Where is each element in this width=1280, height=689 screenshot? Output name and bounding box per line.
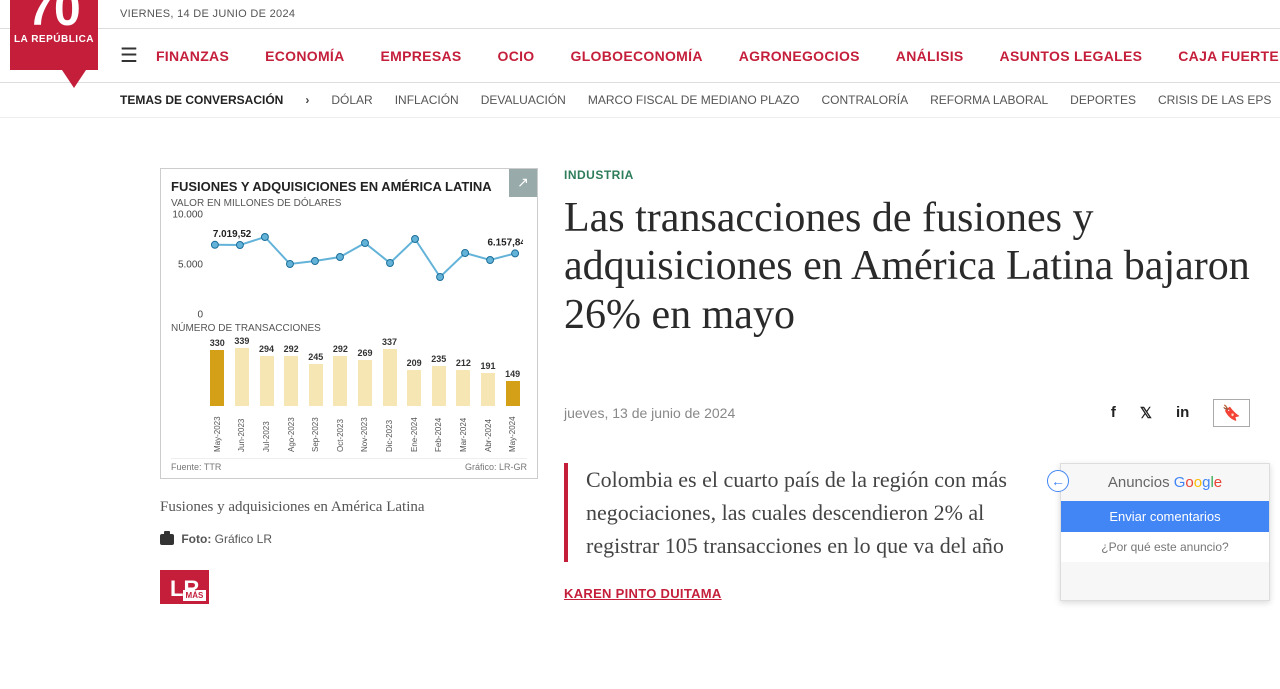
bar-column: 149May-2024 — [502, 369, 523, 452]
topics-bar: TEMAS DE CONVERSACIÓN › DÓLAR INFLACIÓN DE… — [0, 83, 1280, 118]
article-byline[interactable]: KAREN PINTO DUITAMA — [564, 586, 1060, 601]
nav-item[interactable]: OCIO — [498, 48, 535, 64]
photo-credit: Foto: Gráfico LR — [160, 532, 540, 546]
topics-label: TEMAS DE CONVERSACIÓN — [120, 93, 283, 107]
article-kicker[interactable]: INDUSTRIA — [564, 168, 1270, 182]
chart-title: FUSIONES Y ADQUISICIONES EN AMÉRICA LATI… — [171, 179, 527, 194]
topic-link[interactable]: REFORMA LABORAL — [930, 93, 1048, 107]
bar-column: 209Ene-2024 — [404, 358, 425, 452]
expand-icon[interactable]: ↗ — [509, 169, 537, 197]
chevron-right-icon[interactable]: › — [305, 93, 309, 107]
ad-why-link[interactable]: ¿Por qué este anuncio? — [1061, 532, 1269, 562]
bar-column: 294Jul-2023 — [256, 344, 277, 452]
bar-column: 292Oct-2023 — [330, 344, 351, 452]
topic-link[interactable]: MARCO FISCAL DE MEDIANO PLAZO — [588, 93, 800, 107]
article-headline: Las transacciones de fusiones y adquisic… — [564, 194, 1270, 339]
svg-text:7.019,52: 7.019,52 — [213, 229, 252, 240]
topic-link[interactable]: DEPORTES — [1070, 93, 1136, 107]
image-caption: Fusiones y adquisiciones en América Lati… — [160, 497, 540, 518]
line-chart: 10.0005.0000 7.019,526.157,84 — [207, 215, 523, 315]
logo-number: 70 — [10, 0, 98, 34]
bar-column: 339Jun-2023 — [232, 336, 253, 452]
chart-source: Fuente: TTR — [171, 462, 221, 472]
linkedin-icon[interactable]: in — [1176, 404, 1189, 421]
bar-column: 212Mar-2024 — [453, 358, 474, 452]
bar-column: 337Dic-2023 — [379, 337, 400, 452]
bar-column: 245Sep-2023 — [305, 352, 326, 452]
topic-link[interactable]: DEVALUACIÓN — [481, 93, 566, 107]
topic-link[interactable]: DÓLAR — [331, 93, 372, 107]
social-share: f 𝕏 in 🔖 — [1111, 399, 1270, 427]
topic-link[interactable]: INFLACIÓN — [395, 93, 459, 107]
nav-item[interactable]: CAJA FUERTE — [1178, 48, 1279, 64]
site-logo[interactable]: 70 LA REPÚBLICA — [10, 0, 98, 70]
camera-icon — [160, 534, 174, 545]
article-lede: Colombia es el cuarto país de la región … — [564, 463, 1060, 562]
nav-item[interactable]: AGRONEGOCIOS — [739, 48, 860, 64]
nav-item[interactable]: GLOBOECONOMÍA — [571, 48, 703, 64]
hamburger-icon[interactable]: ☰ — [120, 43, 138, 68]
top-date: VIERNES, 14 DE JUNIO DE 2024 — [0, 0, 1280, 28]
bar-column: 269Nov-2023 — [355, 348, 376, 452]
x-icon[interactable]: 𝕏 — [1140, 404, 1152, 422]
ad-title: Anuncios Google — [1061, 464, 1269, 501]
ad-close-icon[interactable]: ← — [1047, 470, 1069, 492]
chart-credit: Gráfico: LR-GR — [465, 462, 527, 472]
bar-chart: 330May-2023339Jun-2023294Jul-2023292Ago-… — [207, 342, 523, 452]
ad-send-button[interactable]: Enviar comentarios — [1061, 501, 1269, 532]
svg-text:6.157,84: 6.157,84 — [487, 237, 523, 248]
bar-column: 191Abr-2024 — [478, 361, 499, 452]
topic-link[interactable]: CRISIS DE LAS EPS — [1158, 93, 1271, 107]
facebook-icon[interactable]: f — [1111, 404, 1116, 421]
lr-mas-badge[interactable]: LR MÁS — [160, 570, 209, 604]
bar-column: 235Feb-2024 — [428, 354, 449, 452]
logo-subtitle: LA REPÚBLICA — [10, 34, 98, 45]
nav-item[interactable]: EMPRESAS — [381, 48, 462, 64]
chart-subtitle-line: VALOR EN MILLONES DE DÓLARES — [171, 198, 527, 209]
google-ad: ← Anuncios Google Enviar comentarios ¿Po… — [1060, 463, 1270, 601]
bar-column: 292Ago-2023 — [281, 344, 302, 452]
publish-date: jueves, 13 de junio de 2024 — [564, 405, 735, 421]
bookmark-icon[interactable]: 🔖 — [1213, 399, 1250, 427]
chart-container: ↗ FUSIONES Y ADQUISICIONES EN AMÉRICA LA… — [160, 168, 538, 479]
topic-link[interactable]: CONTRALORÍA — [821, 93, 908, 107]
nav-item[interactable]: ECONOMÍA — [265, 48, 344, 64]
main-nav: ☰ FINANZAS ECONOMÍA EMPRESAS OCIO GLOBOECONO… — [0, 28, 1280, 83]
bar-column: 330May-2023 — [207, 338, 228, 452]
chart-subtitle-bars: NÚMERO DE TRANSACCIONES — [171, 323, 527, 334]
nav-item[interactable]: FINANZAS — [156, 48, 229, 64]
nav-item[interactable]: ASUNTOS LEGALES — [1000, 48, 1143, 64]
nav-item[interactable]: ANÁLISIS — [896, 48, 964, 64]
